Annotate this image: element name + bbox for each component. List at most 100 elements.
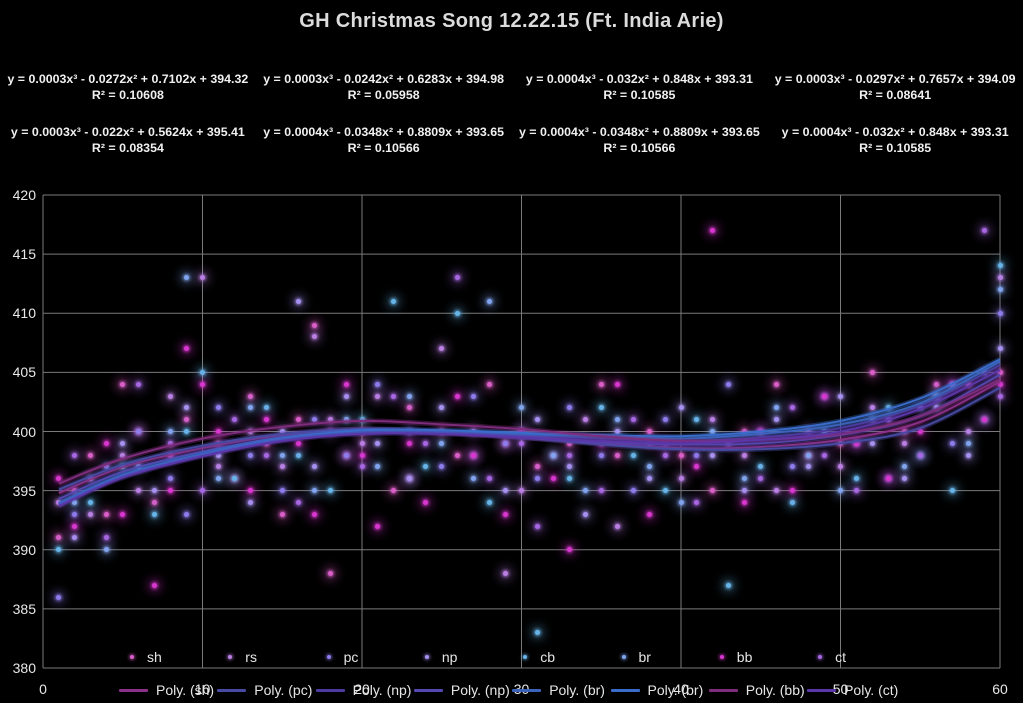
- scatter-point-sh: [56, 535, 62, 541]
- scatter-point-cb: [534, 630, 540, 636]
- trend-legend-label: Poly. (pc): [254, 682, 313, 698]
- scatter-point-ct: [72, 452, 78, 458]
- scatter-point-bb: [263, 417, 269, 423]
- scatter-point-np: [614, 429, 620, 434]
- x-tick-label: 40: [673, 681, 689, 697]
- scatter-point-sh: [311, 322, 317, 328]
- scatter-point-pc: [790, 464, 796, 470]
- scatter-point-np: [806, 464, 812, 470]
- scatter-point-sh: [295, 417, 301, 423]
- scatter-point-sh: [534, 464, 540, 470]
- scatter-point-np: [742, 488, 748, 494]
- scatter-point-bb: [471, 452, 477, 458]
- trend-equation: y = 0.0003x³ - 0.0242x² + 0.6283x + 394.…: [256, 72, 512, 103]
- scatter-point-np: [869, 440, 875, 446]
- scatter-point-np: [933, 405, 939, 411]
- scatter-point-br: [965, 440, 971, 446]
- scatter-point-br: [646, 464, 652, 470]
- scatter-point-br: [439, 440, 445, 446]
- series-legend-dot: [228, 655, 233, 659]
- scatter-point-cb: [152, 511, 158, 517]
- scatter-point-br: [487, 298, 493, 304]
- scatter-point-br: [901, 464, 907, 470]
- equation-r2: R² = 0.10585: [859, 141, 932, 155]
- scatter-point-pc: [56, 594, 62, 600]
- trend-curve: [58, 358, 1001, 505]
- series-legend-dot: [719, 655, 724, 659]
- trend-curve: [58, 373, 1001, 500]
- scatter-point-br: [104, 547, 110, 553]
- scatter-point-sh: [487, 381, 493, 387]
- scatter-point-np: [184, 405, 190, 411]
- scatter-point-np: [678, 405, 684, 411]
- scatter-point-cb: [263, 405, 269, 411]
- y-tick-label: 420: [12, 187, 36, 203]
- scatter-point-sh: [646, 429, 652, 434]
- trend-equation: y = 0.0003x³ - 0.0272x² + 0.7102x + 394.…: [0, 72, 256, 103]
- scatter-point-ct: [391, 393, 397, 399]
- trend-legend-swatch: [610, 688, 640, 692]
- trend-equation: y = 0.0004x³ - 0.032x² + 0.848x + 393.31…: [512, 72, 768, 103]
- scatter-point-rs: [582, 417, 588, 423]
- scatter-point-bb: [407, 440, 413, 446]
- trend-legend-swatch: [708, 688, 738, 692]
- series-legend-item-bb: bb: [719, 647, 752, 667]
- scatter-point-np: [152, 488, 158, 494]
- scatter-point-rs: [742, 452, 748, 458]
- scatter-point-br: [838, 488, 843, 494]
- scatter-point-cb: [295, 452, 301, 458]
- scatter-point-pc: [694, 452, 700, 458]
- equation-formula: y = 0.0004x³ - 0.0348x² + 0.8809x + 393.…: [518, 125, 760, 139]
- scatter-point-rs: [901, 440, 907, 446]
- trend-equation: y = 0.0003x³ - 0.022x² + 0.5624x + 395.4…: [0, 125, 256, 156]
- scatter-point-pc: [917, 405, 923, 411]
- scatter-point-ct: [519, 440, 524, 446]
- scatter-point-bb: [455, 393, 461, 399]
- scatter-point-np: [279, 429, 285, 434]
- trend-legend-item: Poly. (ct): [807, 681, 898, 699]
- series-legend-label: br: [638, 649, 651, 665]
- scatter-point-sh: [774, 381, 780, 387]
- trend-legend-item: Poly. (br): [610, 681, 703, 699]
- series-legend-item-pc: pc: [326, 647, 358, 667]
- scatter-point-np: [997, 346, 1003, 352]
- scatter-point-cb: [566, 476, 572, 482]
- scatter-point-sh: [742, 429, 748, 434]
- scatter-point-ct: [981, 227, 987, 233]
- scatter-point-rs: [215, 464, 221, 470]
- scatter-point-rs: [88, 511, 94, 517]
- series-legend-dot: [326, 655, 331, 659]
- scatter-point-bb: [566, 547, 572, 553]
- scatter-point-ct: [726, 440, 732, 446]
- scatter-point-bb: [710, 227, 716, 233]
- scatter-point-cb: [455, 310, 461, 316]
- scatter-point-bb: [885, 476, 891, 482]
- scatter-point-br: [375, 464, 381, 470]
- trend-legend-label: Poly. (np): [352, 682, 412, 698]
- scatter-point-ct: [534, 523, 540, 529]
- scatter-point-br: [471, 476, 477, 482]
- scatter-point-cb: [359, 417, 365, 423]
- scatter-point-pc: [279, 488, 285, 494]
- scatter-point-cb: [423, 464, 429, 470]
- series-legend-dot: [818, 655, 823, 659]
- scatter-point-pc: [104, 464, 110, 470]
- scatter-point-rs: [136, 488, 142, 494]
- scatter-point-ct: [630, 417, 636, 423]
- scatter-point-sh: [327, 570, 333, 576]
- scatter-point-pc: [981, 369, 987, 375]
- scatter-point-rs: [327, 417, 333, 423]
- scatter-point-bb: [120, 511, 126, 517]
- trend-legend-label: Poly. (bb): [745, 682, 805, 698]
- scatter-point-np: [710, 452, 716, 458]
- scatter-point-cb: [758, 464, 764, 470]
- scatter-point-pc: [72, 511, 78, 517]
- series-legend-item-ct: ct: [818, 647, 846, 667]
- scatter-point-ct: [598, 488, 604, 494]
- scatter-point-br: [519, 405, 524, 411]
- scatter-point-br: [72, 499, 78, 505]
- scatter-point-cb: [88, 499, 94, 505]
- equation-row-1: y = 0.0003x³ - 0.0272x² + 0.7102x + 394.…: [0, 72, 1023, 103]
- equation-r2: R² = 0.10566: [603, 141, 676, 155]
- scatter-point-sh: [614, 452, 620, 458]
